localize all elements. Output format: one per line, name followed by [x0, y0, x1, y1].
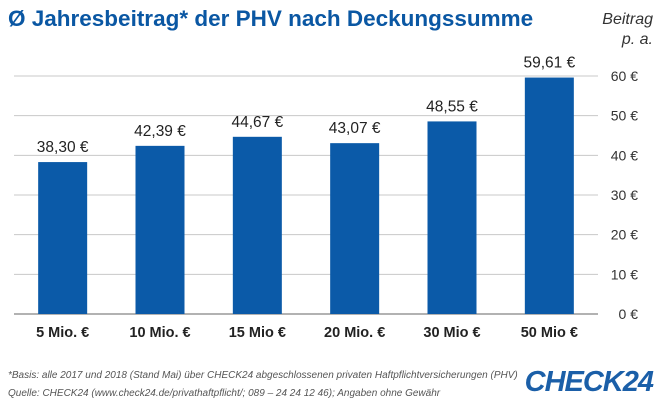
- bar: [524, 77, 574, 314]
- y-tick-label: 0 €: [619, 306, 639, 322]
- x-tick-label: 50 Mio €: [521, 325, 578, 341]
- y-tick-label: 20 €: [611, 227, 638, 243]
- x-tick-label: 5 Mio. €: [36, 325, 89, 341]
- footnote-basis: *Basis: alle 2017 und 2018 (Stand Mai) ü…: [8, 370, 518, 381]
- x-tick-label: 15 Mio €: [229, 325, 286, 341]
- y-axis-unit-label: Beitrag p. a.: [602, 10, 653, 50]
- check24-logo: CHECK24: [524, 366, 654, 398]
- y-tick-label: 40 €: [611, 147, 638, 163]
- data-label: 42,39 €: [134, 123, 186, 140]
- footnote-source: Quelle: CHECK24 (www.check24.de/privatha…: [8, 388, 441, 399]
- chart-title: Ø Jahresbeitrag* der PHV nach Deckungssu…: [8, 6, 534, 31]
- data-label: 43,07 €: [329, 120, 381, 137]
- y-tick-label: 60 €: [611, 68, 638, 84]
- y-axis-unit-line1: Beitrag: [602, 11, 653, 28]
- y-tick-label: 30 €: [611, 187, 638, 203]
- x-tick-label: 10 Mio. €: [129, 325, 190, 341]
- y-axis-unit-line2: p. a.: [621, 31, 653, 48]
- bar: [38, 162, 88, 314]
- bar: [135, 145, 185, 314]
- bar: [232, 136, 282, 314]
- data-label: 59,61 €: [523, 55, 575, 72]
- x-tick-label: 30 Mio €: [423, 325, 480, 341]
- data-label: 44,67 €: [231, 114, 283, 131]
- data-label: 48,55 €: [426, 98, 478, 115]
- bar: [330, 143, 380, 314]
- y-tick-label: 10 €: [611, 266, 638, 282]
- data-label: 38,30 €: [37, 139, 89, 156]
- y-tick-label: 50 €: [611, 108, 638, 124]
- bar: [427, 121, 477, 314]
- x-tick-label: 20 Mio. €: [324, 325, 385, 341]
